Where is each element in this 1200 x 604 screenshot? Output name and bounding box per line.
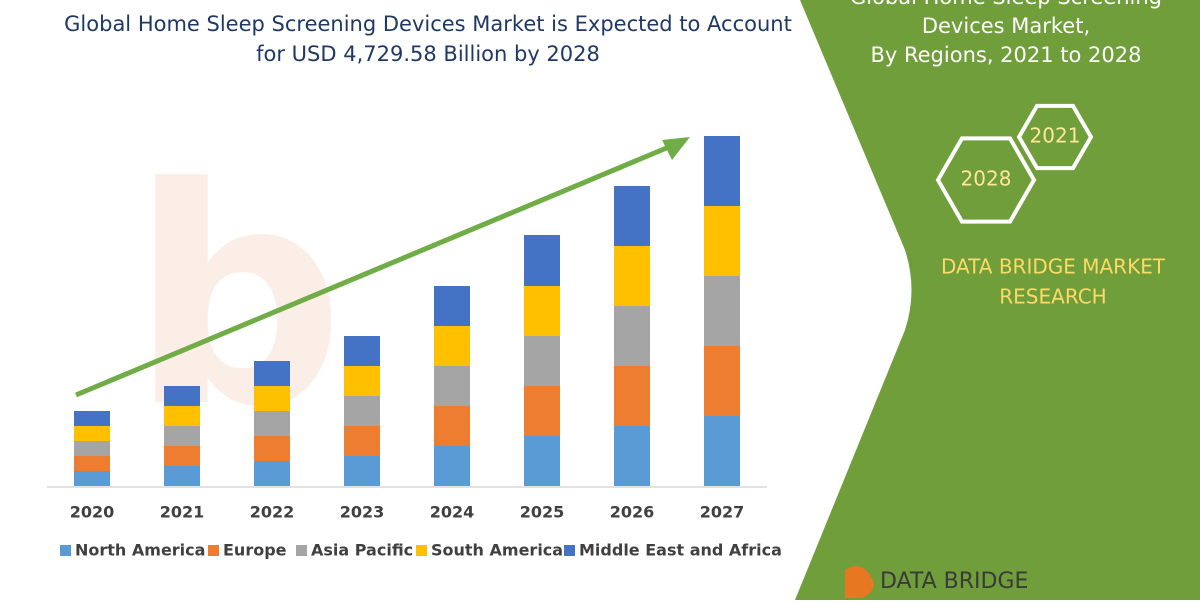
bar-segment xyxy=(164,426,200,446)
bar-segment xyxy=(614,186,650,246)
bar-segment xyxy=(344,456,380,486)
bar-segment xyxy=(524,436,560,486)
legend-swatch xyxy=(564,545,575,556)
bar-segment xyxy=(344,426,380,456)
legend-swatch xyxy=(60,545,71,556)
brand-text: DATA BRIDGE MARKET xyxy=(941,255,1166,279)
bar-segment xyxy=(164,406,200,426)
bar-segment xyxy=(614,306,650,366)
side-title: Devices Market, xyxy=(922,14,1090,38)
legend-label: Middle East and Africa xyxy=(579,541,782,560)
side-title: By Regions, 2021 to 2028 xyxy=(870,43,1141,67)
legend-label: North America xyxy=(75,541,205,560)
x-tick-label: 2024 xyxy=(430,503,475,522)
bar-segment xyxy=(704,206,740,276)
legend-label: Europe xyxy=(223,541,287,560)
bar-segment xyxy=(524,336,560,386)
bar-segment xyxy=(704,416,740,486)
arrow-head xyxy=(662,137,690,160)
bar-segment xyxy=(434,446,470,486)
hexagon-label: 2028 xyxy=(961,167,1012,191)
bar-segment xyxy=(74,456,110,471)
bar-segment xyxy=(344,336,380,366)
legend-label: South America xyxy=(431,541,563,560)
brand-text: RESEARCH xyxy=(999,285,1106,309)
bar-segment xyxy=(704,136,740,206)
bar-segment xyxy=(254,411,290,436)
side-title: Global Home Sleep Screening xyxy=(850,0,1162,9)
bar-segment xyxy=(164,386,200,406)
bar-segment xyxy=(704,346,740,416)
logo-text: DATA BRIDGE xyxy=(880,569,1028,594)
bar-segment xyxy=(164,466,200,486)
logo-icon xyxy=(845,566,874,598)
bar-segment xyxy=(524,386,560,436)
bar-segment xyxy=(614,426,650,486)
x-tick-label: 2020 xyxy=(70,503,115,522)
bar-segment xyxy=(524,286,560,336)
bar-segment xyxy=(614,246,650,306)
hexagon-label: 2021 xyxy=(1030,124,1081,148)
legend-label: Asia Pacific xyxy=(311,541,413,560)
bar-segment xyxy=(74,426,110,441)
bar-segment xyxy=(434,326,470,366)
hexagon xyxy=(935,136,1037,224)
side-panel xyxy=(795,0,1200,600)
bar-segment xyxy=(254,361,290,386)
bar-segment xyxy=(164,446,200,466)
bar-segment xyxy=(704,276,740,346)
bar-segment xyxy=(254,436,290,461)
x-tick-label: 2026 xyxy=(610,503,655,522)
x-tick-label: 2027 xyxy=(700,503,745,522)
bar-segment xyxy=(344,396,380,426)
legend-swatch xyxy=(208,545,219,556)
legend-swatch xyxy=(296,545,307,556)
bar-segment xyxy=(614,366,650,426)
bar-segment xyxy=(74,411,110,426)
bar-segment xyxy=(254,461,290,486)
x-tick-label: 2023 xyxy=(340,503,385,522)
bar-segment xyxy=(74,471,110,486)
x-tick-label: 2021 xyxy=(160,503,205,522)
trend-arrow xyxy=(75,141,677,398)
chart-title: Global Home Sleep Screening Devices Mark… xyxy=(64,12,792,36)
bar-segment xyxy=(254,386,290,411)
legend-swatch xyxy=(416,545,427,556)
bar-segment xyxy=(74,441,110,456)
x-tick-label: 2022 xyxy=(250,503,295,522)
x-tick-label: 2025 xyxy=(520,503,565,522)
hexagon xyxy=(1016,103,1094,171)
bar-segment xyxy=(434,286,470,326)
bar-segment xyxy=(434,366,470,406)
bar-segment xyxy=(434,406,470,446)
bar-segment xyxy=(524,235,560,286)
logo: DATA BRIDGE xyxy=(845,566,1028,598)
bar-segment xyxy=(344,366,380,396)
chart-title: for USD 4,729.58 Billion by 2028 xyxy=(256,42,600,66)
